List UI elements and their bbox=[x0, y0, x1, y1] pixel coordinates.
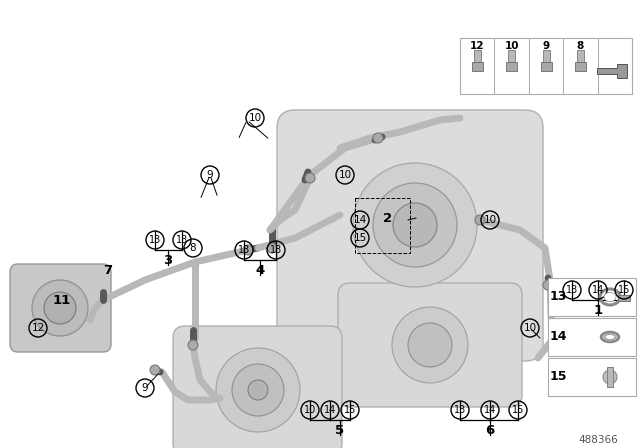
Ellipse shape bbox=[150, 365, 160, 375]
Text: 10: 10 bbox=[304, 405, 316, 415]
Text: 2: 2 bbox=[383, 211, 392, 224]
FancyBboxPatch shape bbox=[277, 110, 543, 361]
Bar bbox=[541, 62, 552, 71]
Text: 13: 13 bbox=[238, 245, 250, 255]
Ellipse shape bbox=[605, 335, 615, 340]
Text: 10: 10 bbox=[524, 323, 536, 333]
Bar bbox=[460, 38, 632, 94]
Bar bbox=[472, 62, 483, 71]
Text: 14: 14 bbox=[592, 285, 604, 295]
Text: 13: 13 bbox=[549, 290, 566, 303]
Ellipse shape bbox=[543, 280, 553, 290]
Text: 488366: 488366 bbox=[578, 435, 618, 445]
Text: 8: 8 bbox=[189, 243, 196, 253]
Text: 4: 4 bbox=[255, 263, 264, 276]
Bar bbox=[618, 295, 630, 301]
Ellipse shape bbox=[393, 203, 437, 247]
Ellipse shape bbox=[243, 245, 253, 255]
Text: 12: 12 bbox=[31, 323, 45, 333]
Text: 15: 15 bbox=[344, 405, 356, 415]
Ellipse shape bbox=[601, 332, 619, 342]
Polygon shape bbox=[596, 64, 627, 78]
Text: 15: 15 bbox=[353, 233, 367, 243]
Ellipse shape bbox=[232, 364, 284, 416]
Ellipse shape bbox=[373, 133, 383, 143]
Text: 10: 10 bbox=[248, 113, 262, 123]
Text: 12: 12 bbox=[470, 41, 484, 51]
Ellipse shape bbox=[392, 307, 468, 383]
FancyBboxPatch shape bbox=[173, 326, 342, 448]
Bar bbox=[577, 50, 584, 65]
Ellipse shape bbox=[305, 173, 315, 183]
Text: 13: 13 bbox=[270, 245, 282, 255]
Text: 14: 14 bbox=[549, 331, 567, 344]
FancyBboxPatch shape bbox=[548, 278, 636, 316]
Text: 5: 5 bbox=[335, 423, 344, 436]
Text: 14: 14 bbox=[353, 215, 367, 225]
Text: 15: 15 bbox=[618, 285, 630, 295]
Text: 14: 14 bbox=[324, 405, 336, 415]
Text: 10: 10 bbox=[504, 41, 519, 51]
Text: 11: 11 bbox=[53, 293, 71, 306]
Bar bbox=[474, 50, 481, 65]
Text: 15: 15 bbox=[512, 405, 524, 415]
Text: 10: 10 bbox=[339, 170, 351, 180]
Ellipse shape bbox=[373, 183, 457, 267]
Bar bbox=[355, 198, 410, 253]
Text: 7: 7 bbox=[104, 263, 113, 276]
Bar bbox=[508, 50, 515, 65]
Ellipse shape bbox=[603, 370, 617, 384]
Text: 14: 14 bbox=[484, 405, 496, 415]
Ellipse shape bbox=[475, 215, 485, 225]
Text: 1: 1 bbox=[593, 303, 603, 316]
Bar bbox=[506, 62, 517, 71]
Ellipse shape bbox=[44, 292, 76, 324]
Text: 15: 15 bbox=[549, 370, 567, 383]
FancyBboxPatch shape bbox=[338, 283, 522, 407]
Bar bbox=[575, 62, 586, 71]
Ellipse shape bbox=[188, 340, 198, 350]
Text: 3: 3 bbox=[163, 254, 173, 267]
Text: 8: 8 bbox=[577, 41, 584, 51]
Ellipse shape bbox=[408, 323, 452, 367]
Bar bbox=[543, 50, 550, 65]
Text: 9: 9 bbox=[543, 41, 550, 51]
Ellipse shape bbox=[248, 380, 268, 400]
Text: 13: 13 bbox=[566, 285, 578, 295]
Text: 10: 10 bbox=[483, 215, 497, 225]
Text: 13: 13 bbox=[176, 235, 188, 245]
Text: 9: 9 bbox=[141, 383, 148, 393]
FancyBboxPatch shape bbox=[548, 318, 636, 356]
Ellipse shape bbox=[32, 280, 88, 336]
Ellipse shape bbox=[353, 163, 477, 287]
FancyBboxPatch shape bbox=[548, 358, 636, 396]
Ellipse shape bbox=[267, 243, 277, 253]
Bar bbox=[607, 367, 613, 387]
Text: 9: 9 bbox=[207, 170, 213, 180]
Text: 13: 13 bbox=[454, 405, 466, 415]
Ellipse shape bbox=[216, 348, 300, 432]
Ellipse shape bbox=[604, 293, 616, 302]
Text: 13: 13 bbox=[149, 235, 161, 245]
Text: 6: 6 bbox=[485, 423, 495, 436]
FancyBboxPatch shape bbox=[10, 264, 111, 352]
